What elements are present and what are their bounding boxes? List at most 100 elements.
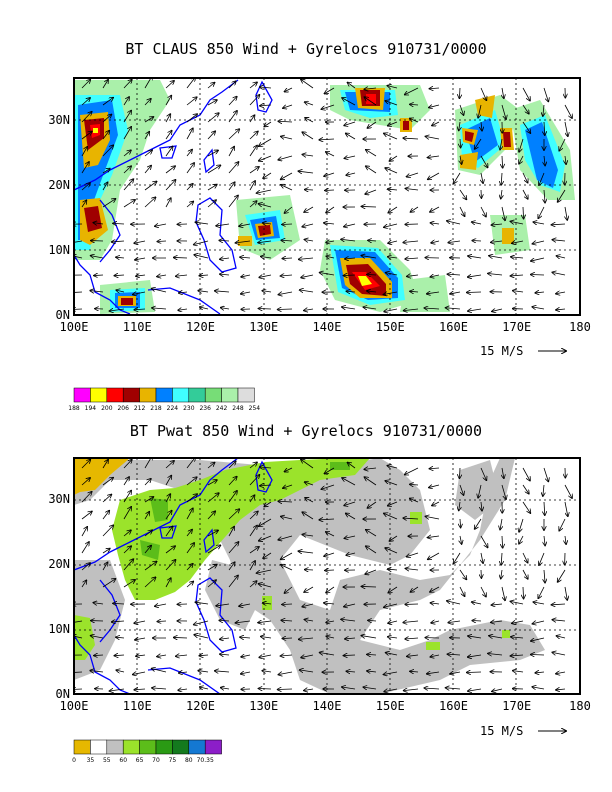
wind-vector bbox=[165, 198, 171, 208]
wind-vector bbox=[388, 501, 398, 506]
wind-vector bbox=[321, 484, 335, 489]
wind-vector bbox=[510, 275, 524, 276]
wind-vector bbox=[460, 138, 461, 148]
wind-vector bbox=[502, 87, 504, 98]
wind-vector bbox=[532, 621, 545, 624]
wind-vector bbox=[522, 172, 528, 183]
wind-vector bbox=[510, 601, 524, 604]
top-colorbar-swatch bbox=[73, 387, 91, 403]
wind-vector bbox=[133, 292, 146, 295]
wind-vector bbox=[522, 189, 528, 199]
wind-vector bbox=[427, 292, 440, 294]
wind-vector bbox=[123, 460, 132, 469]
wind-vector bbox=[304, 206, 314, 212]
wind-vector bbox=[304, 689, 314, 691]
wind-vector bbox=[102, 478, 113, 486]
wind-vector bbox=[102, 182, 108, 191]
wind-vector bbox=[116, 257, 125, 258]
wind-vector bbox=[302, 512, 314, 520]
wind-vector bbox=[510, 655, 524, 656]
wind-vector bbox=[81, 147, 87, 157]
wind-vector bbox=[345, 638, 356, 639]
wind-vector bbox=[556, 636, 566, 638]
wind-vector bbox=[249, 95, 259, 106]
wind-vector bbox=[459, 121, 460, 131]
wind-vector bbox=[342, 307, 356, 309]
wind-vector bbox=[361, 256, 377, 258]
bottom-colorbar-swatch bbox=[188, 739, 206, 755]
bottom-colorbar-swatch bbox=[106, 739, 124, 755]
wind-vector bbox=[532, 687, 545, 689]
wind-vector bbox=[282, 638, 293, 639]
wind-vector bbox=[428, 156, 440, 158]
wind-vector bbox=[386, 273, 398, 275]
bottom-colorbar-swatch bbox=[90, 739, 108, 755]
bottom-colorbar-label: 55 bbox=[103, 757, 111, 764]
wind-vector bbox=[387, 466, 398, 468]
wind-vector bbox=[207, 100, 217, 106]
wind-vector bbox=[186, 477, 197, 486]
wind-vector bbox=[81, 527, 87, 537]
wind-vector bbox=[207, 150, 218, 157]
wind-vector bbox=[123, 546, 131, 554]
wind-vector bbox=[407, 655, 419, 656]
wind-vector bbox=[410, 498, 419, 503]
wind-vector bbox=[235, 241, 251, 243]
wind-vector bbox=[344, 275, 356, 276]
wind-vector bbox=[361, 586, 377, 587]
wind-vector bbox=[468, 309, 482, 311]
wind-vector bbox=[281, 240, 293, 241]
wind-vector bbox=[384, 672, 398, 674]
wind-vector bbox=[410, 118, 419, 123]
wind-vector bbox=[489, 636, 503, 638]
wind-vector bbox=[90, 671, 104, 672]
wind-vector bbox=[531, 274, 545, 275]
wind-vector bbox=[144, 78, 152, 89]
wind-vector bbox=[144, 181, 157, 191]
wind-vector bbox=[155, 604, 167, 606]
wind-vector bbox=[367, 121, 377, 128]
wind-vector bbox=[116, 670, 125, 672]
wind-vector bbox=[261, 256, 272, 258]
wind-vector bbox=[324, 552, 335, 556]
bottom-colorbar-label: 65 bbox=[136, 757, 144, 764]
wind-vector bbox=[480, 87, 486, 100]
wind-vector bbox=[552, 240, 566, 241]
bottom-vector-reference: 15 M/S bbox=[480, 724, 566, 738]
wind-vector bbox=[264, 501, 272, 507]
bottom-colorbar-label: 0 bbox=[72, 757, 76, 764]
wind-vector bbox=[194, 240, 209, 245]
wind-vector bbox=[176, 655, 188, 656]
wind-vector bbox=[366, 546, 377, 554]
wind-vector bbox=[468, 275, 482, 277]
wind-vector bbox=[481, 121, 482, 131]
wind-vector bbox=[241, 275, 251, 277]
top-colorbar-label: 230 bbox=[183, 405, 195, 412]
wind-vector bbox=[281, 552, 293, 559]
wind-vector bbox=[102, 511, 109, 520]
wind-vector bbox=[365, 569, 377, 574]
top-panel-title: BT CLAUS 850 Wind + Gyrelocs 910731/0000 bbox=[125, 40, 487, 58]
wind-vector bbox=[207, 530, 218, 537]
wind-vector bbox=[284, 206, 293, 213]
wind-vector bbox=[450, 672, 461, 674]
wind-vector bbox=[388, 586, 398, 593]
wind-vector bbox=[363, 307, 377, 309]
wind-vector bbox=[344, 655, 356, 656]
wind-vector bbox=[320, 653, 335, 655]
wind-vector bbox=[186, 458, 195, 469]
wind-vector bbox=[326, 256, 335, 258]
wind-vector bbox=[346, 671, 356, 672]
wind-vector bbox=[480, 586, 486, 597]
wind-vector bbox=[123, 179, 133, 191]
wind-vector bbox=[260, 87, 272, 88]
wind-vector bbox=[81, 492, 92, 503]
wind-vector bbox=[278, 672, 293, 675]
bottom-axis-labels: 100E 110E 120E 130E 140E 150E 160E 170E 180 0N 10N… bbox=[48, 492, 591, 713]
wind-vector bbox=[544, 189, 545, 203]
wind-vector bbox=[249, 581, 257, 588]
wind-vector bbox=[565, 206, 567, 220]
wind-vector bbox=[364, 97, 377, 106]
wind-vector bbox=[564, 104, 572, 118]
wind-vector bbox=[220, 638, 230, 639]
